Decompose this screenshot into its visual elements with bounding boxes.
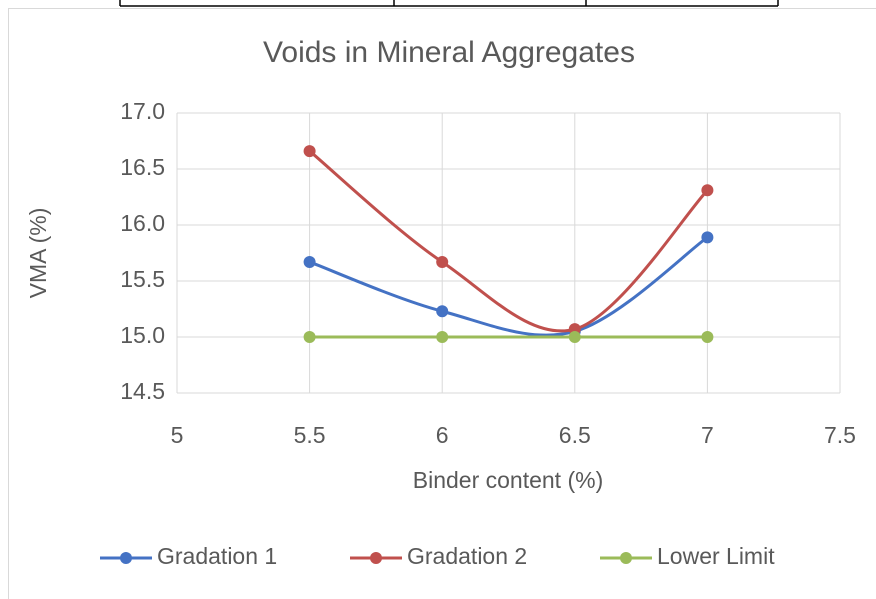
legend-marker: [120, 552, 132, 564]
y-tick-label: 15.0: [120, 322, 165, 348]
legend-label: Lower Limit: [657, 543, 775, 569]
data-point: [436, 255, 449, 268]
series-line: [308, 149, 709, 333]
y-tick-label: 17.0: [120, 98, 165, 124]
x-tick-label: 5: [171, 422, 184, 448]
legend-marker: [370, 552, 382, 564]
data-point: [303, 255, 316, 268]
y-tick-label: 16.5: [120, 154, 165, 180]
series-line: [309, 236, 709, 337]
x-axis-label: Binder content (%): [413, 467, 603, 493]
legend-label: Gradation 2: [407, 543, 527, 569]
y-tick-label: 16.0: [120, 210, 165, 236]
legend-label: Gradation 1: [157, 543, 277, 569]
data-point: [436, 331, 449, 343]
x-tick-label: 6.5: [559, 422, 591, 448]
x-tick-label: 6: [436, 422, 449, 448]
x-tick-label: 5.5: [294, 422, 326, 448]
legend-marker: [620, 552, 632, 564]
data-point: [568, 331, 581, 343]
data-point: [701, 331, 714, 343]
data-point: [303, 331, 316, 343]
chart-border: [8, 8, 876, 599]
x-tick-label: 7.5: [824, 422, 856, 448]
data-point: [436, 305, 449, 318]
y-axis-label: VMA (%): [25, 208, 51, 299]
data-point: [701, 184, 714, 197]
table-fragment: [119, 0, 779, 7]
chart-title: Voids in Mineral Aggregates: [263, 36, 635, 69]
y-tick-label: 15.5: [120, 266, 165, 292]
data-point: [303, 145, 316, 158]
y-tick-label: 14.5: [120, 378, 165, 404]
x-tick-label: 7: [701, 422, 714, 448]
data-point: [701, 231, 714, 244]
